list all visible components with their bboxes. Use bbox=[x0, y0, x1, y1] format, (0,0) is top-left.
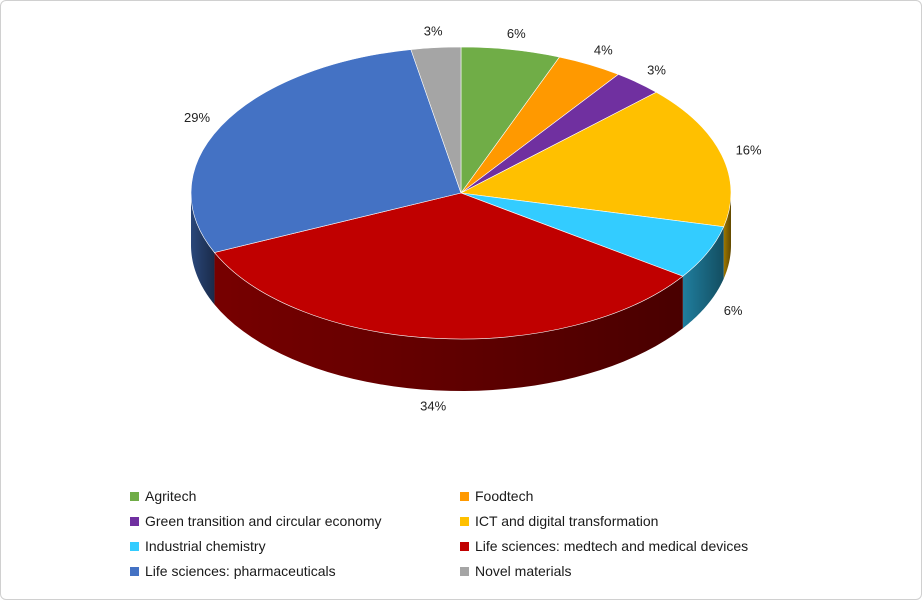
data-label: 16% bbox=[736, 143, 762, 158]
pie-slices bbox=[190, 46, 732, 340]
pie-side-life-sciences-pharmaceuticals bbox=[191, 193, 215, 305]
pie-side-industrial-chemistry bbox=[682, 226, 724, 329]
data-label: 3% bbox=[424, 24, 443, 39]
pie-side-life-sciences-medtech-and-medical-devices bbox=[214, 252, 683, 391]
data-label: 6% bbox=[724, 303, 743, 318]
data-label: 29% bbox=[184, 110, 210, 125]
data-label: 3% bbox=[647, 63, 666, 78]
pie-slice-life-sciences-pharmaceuticals bbox=[190, 49, 462, 253]
pie-side-walls bbox=[191, 193, 731, 391]
pie-slice-ict-and-digital-transformation bbox=[460, 91, 732, 228]
pie-slice-life-sciences-medtech-and-medical-devices bbox=[213, 192, 684, 340]
data-label: 34% bbox=[420, 398, 446, 413]
data-label: 4% bbox=[594, 43, 613, 58]
pie-side-ict-and-digital-transformation bbox=[723, 193, 731, 279]
pie-slice-novel-materials bbox=[410, 46, 462, 194]
pie-data-labels: 6% 4% 3% 16% 6% 34% 29% 3% bbox=[184, 24, 762, 414]
data-label: 6% bbox=[507, 26, 526, 41]
